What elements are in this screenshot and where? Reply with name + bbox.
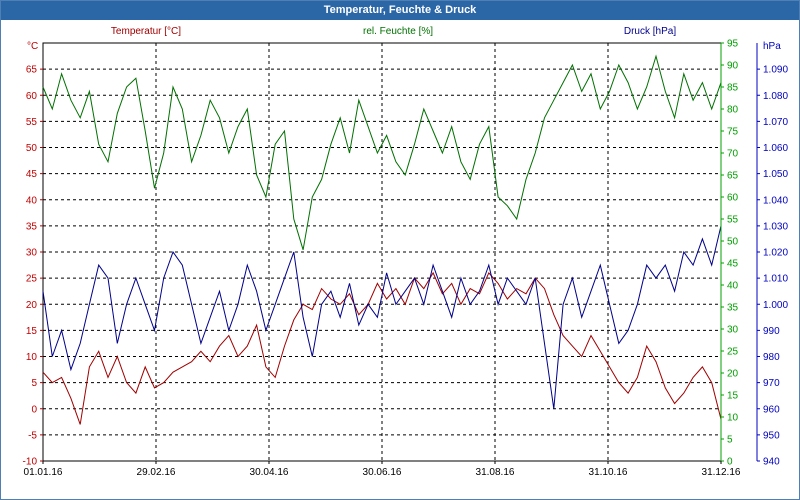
x-tick-label: 30.04.16	[250, 467, 289, 478]
hum-tick-label: 95	[727, 39, 739, 50]
hum-tick-label: 80	[727, 105, 739, 116]
hum-tick-label: 0	[727, 457, 733, 468]
hum-tick-label: 45	[727, 259, 739, 270]
series-label-press: Druck [hPa]	[624, 26, 676, 37]
temp-tick-label: -5	[28, 430, 37, 441]
axes	[40, 42, 760, 464]
press-tick-label: 940	[763, 457, 780, 468]
x-tick-label: 31.08.16	[476, 467, 515, 478]
x-tick-label: 31.10.16	[589, 467, 628, 478]
window-title: Temperatur, Feuchte & Druck	[1, 1, 799, 20]
chart-canvas: -10 -5 0 5 10 15 20 25 30 35 40 45 50 55 60 65 °C 0 5 10 15 2…	[23, 26, 789, 478]
x-tick-label: 30.06.16	[363, 467, 402, 478]
temp-tick-label: 40	[26, 195, 38, 206]
press-tick-label: 1.050	[763, 169, 788, 180]
temp-tick-label: 10	[26, 352, 38, 363]
x-tick-label: 01.01.16	[24, 467, 63, 478]
hum-tick-label: 30	[727, 325, 739, 336]
hum-tick-label: 85	[727, 83, 739, 94]
press-tick-label: 1.010	[763, 274, 788, 285]
press-tick-label: 1.000	[763, 300, 788, 311]
hum-tick-label: 25	[727, 347, 739, 358]
press-tick-label: 1.040	[763, 195, 788, 206]
hum-tick-label: 15	[727, 391, 739, 402]
temp-tick-label: 0	[31, 404, 37, 415]
press-tick-label: 1.060	[763, 143, 788, 154]
axis-labels: -10 -5 0 5 10 15 20 25 30 35 40 45 50 55 60 65 °C 0 5 10 15 2…	[23, 26, 789, 478]
hum-tick-label: 10	[727, 413, 739, 424]
hum-tick-label: 55	[727, 215, 739, 226]
press-tick-label: 1.030	[763, 221, 788, 232]
hum-tick-label: 5	[727, 435, 733, 446]
press-unit-label: hPa	[763, 41, 781, 52]
press-tick-label: 1.080	[763, 91, 788, 102]
x-tick-label: 31.12.16	[702, 467, 741, 478]
hum-tick-label: 70	[727, 149, 739, 160]
temp-tick-label: 55	[26, 117, 38, 128]
press-tick-label: 950	[763, 430, 780, 441]
press-tick-label: 960	[763, 404, 780, 415]
series-label-hum: rel. Feuchte [%]	[363, 26, 433, 37]
series-label-temp: Temperatur [°C]	[111, 26, 181, 37]
temp-tick-label: 65	[26, 65, 38, 76]
temp-tick-label: 35	[26, 221, 38, 232]
hum-tick-label: 40	[727, 281, 739, 292]
series-line-hum	[42, 54, 722, 250]
temp-unit-label: °C	[27, 41, 38, 52]
hum-tick-label: 90	[727, 61, 739, 72]
temp-tick-label: 45	[26, 169, 38, 180]
temp-tick-label: 20	[26, 300, 38, 311]
temp-tick-label: -10	[23, 457, 38, 468]
press-tick-label: 1.070	[763, 117, 788, 128]
temp-tick-label: 25	[26, 274, 38, 285]
press-tick-label: 1.090	[763, 65, 788, 76]
hum-tick-label: 75	[727, 127, 739, 138]
press-tick-label: 990	[763, 326, 780, 337]
series-line-temp	[42, 271, 722, 425]
hum-tick-label: 50	[727, 237, 739, 248]
series-line-press	[42, 225, 722, 409]
temp-tick-label: 5	[31, 378, 37, 389]
grid	[42, 42, 722, 462]
temp-tick-label: 30	[26, 248, 38, 259]
hum-tick-label: 20	[727, 369, 739, 380]
press-tick-label: 1.020	[763, 248, 788, 259]
x-tick-label: 29.02.16	[137, 467, 176, 478]
hum-tick-label: 60	[727, 193, 739, 204]
series-lines	[42, 54, 722, 425]
press-tick-label: 970	[763, 378, 780, 389]
hum-tick-label: 65	[727, 171, 739, 182]
press-tick-label: 980	[763, 352, 780, 363]
hum-tick-label: 35	[727, 303, 739, 314]
temp-tick-label: 15	[26, 326, 38, 337]
temp-tick-label: 60	[26, 91, 38, 102]
temp-tick-label: 50	[26, 143, 38, 154]
